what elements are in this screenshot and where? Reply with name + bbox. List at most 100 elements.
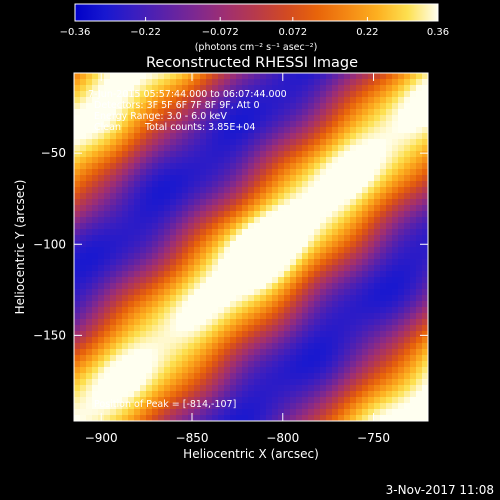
- heatmap-cell: [398, 343, 405, 350]
- heatmap-cell: [182, 313, 189, 320]
- heatmap-cell: [296, 205, 303, 212]
- heatmap-cell: [104, 283, 111, 290]
- heatmap-cell: [86, 313, 93, 320]
- heatmap-cell: [170, 103, 177, 110]
- heatmap-cell: [242, 217, 249, 224]
- heatmap-cell: [380, 283, 387, 290]
- heatmap-cell: [170, 97, 177, 104]
- heatmap-cell: [218, 211, 225, 218]
- heatmap-cell: [158, 349, 165, 356]
- heatmap-cell: [104, 319, 111, 326]
- heatmap-cell: [308, 289, 315, 296]
- heatmap-cell: [410, 409, 417, 416]
- heatmap-cell: [248, 223, 255, 230]
- heatmap-cell: [338, 307, 345, 314]
- heatmap-cell: [422, 85, 428, 92]
- heatmap-cell: [212, 211, 219, 218]
- heatmap-cell: [296, 97, 303, 104]
- heatmap-cell: [170, 265, 177, 272]
- heatmap-cell: [182, 235, 189, 242]
- heatmap-cell: [194, 241, 201, 248]
- heatmap-cell: [98, 343, 105, 350]
- heatmap-cell: [218, 175, 225, 182]
- heatmap-cell: [260, 289, 267, 296]
- heatmap-cell: [188, 301, 195, 308]
- heatmap-cell: [140, 157, 147, 164]
- heatmap-cell: [170, 301, 177, 308]
- heatmap-cell: [398, 229, 405, 236]
- heatmap-cell: [338, 259, 345, 266]
- heatmap-cell: [410, 247, 417, 254]
- heatmap-cell: [356, 385, 363, 392]
- heatmap-cell: [230, 253, 237, 260]
- heatmap-cell: [416, 151, 423, 158]
- heatmap-cell: [176, 325, 183, 332]
- heatmap-cell: [410, 307, 417, 314]
- heatmap-cell: [152, 373, 159, 380]
- heatmap-cell: [224, 175, 231, 182]
- heatmap-cell: [344, 229, 351, 236]
- heatmap-cell: [170, 361, 177, 368]
- heatmap-cell: [260, 415, 267, 421]
- heatmap-cell: [368, 235, 375, 242]
- heatmap-cell: [254, 223, 261, 230]
- heatmap-cell: [344, 391, 351, 398]
- heatmap-cell: [170, 367, 177, 374]
- heatmap-cell: [140, 283, 147, 290]
- heatmap-cell: [302, 301, 309, 308]
- heatmap-cell: [236, 199, 243, 206]
- heatmap-cell: [80, 289, 87, 296]
- heatmap-cell: [230, 283, 237, 290]
- heatmap-cell: [236, 151, 243, 158]
- heatmap-cell: [236, 313, 243, 320]
- heatmap-cell: [230, 151, 237, 158]
- heatmap-cell: [212, 277, 219, 284]
- heatmap-cell: [278, 259, 285, 266]
- heatmap-cell: [182, 151, 189, 158]
- heatmap-cell: [290, 373, 297, 380]
- heatmap-cell: [398, 115, 405, 122]
- heatmap-cell: [392, 223, 399, 230]
- heatmap-cell: [272, 145, 279, 152]
- heatmap-cell: [176, 301, 183, 308]
- heatmap-cell: [152, 145, 159, 152]
- heatmap-cell: [164, 97, 171, 104]
- heatmap-cell: [254, 271, 261, 278]
- heatmap-cell: [164, 193, 171, 200]
- heatmap-cell: [128, 349, 135, 356]
- heatmap-cell: [356, 109, 363, 116]
- heatmap-cell: [254, 403, 261, 410]
- heatmap-cell: [176, 307, 183, 314]
- heatmap-cell: [146, 145, 153, 152]
- heatmap-cell: [380, 97, 387, 104]
- heatmap-cell: [350, 355, 357, 362]
- heatmap-cell: [98, 373, 105, 380]
- heatmap-cell: [158, 295, 165, 302]
- heatmap-cell: [116, 397, 123, 404]
- heatmap-cell: [284, 265, 291, 272]
- heatmap-cell: [404, 397, 411, 404]
- heatmap-cell: [104, 157, 111, 164]
- heatmap-cell: [296, 175, 303, 182]
- heatmap-cell: [176, 235, 183, 242]
- heatmap-cell: [296, 343, 303, 350]
- heatmap-cell: [158, 355, 165, 362]
- heatmap-cell: [356, 277, 363, 284]
- heatmap-cell: [242, 301, 249, 308]
- heatmap-cell: [308, 385, 315, 392]
- heatmap-cell: [320, 271, 327, 278]
- heatmap-cell: [74, 115, 81, 122]
- heatmap-cell: [194, 409, 201, 416]
- heatmap-cell: [254, 73, 261, 80]
- heatmap-cell: [170, 385, 177, 392]
- heatmap-cell: [206, 181, 213, 188]
- heatmap-cell: [86, 217, 93, 224]
- heatmap-cell: [386, 397, 393, 404]
- heatmap-cell: [362, 391, 369, 398]
- heatmap-cell: [398, 85, 405, 92]
- heatmap-cell: [104, 193, 111, 200]
- heatmap-cell: [338, 133, 345, 140]
- heatmap-cell: [398, 289, 405, 296]
- heatmap-cell: [422, 271, 428, 278]
- heatmap-cell: [212, 199, 219, 206]
